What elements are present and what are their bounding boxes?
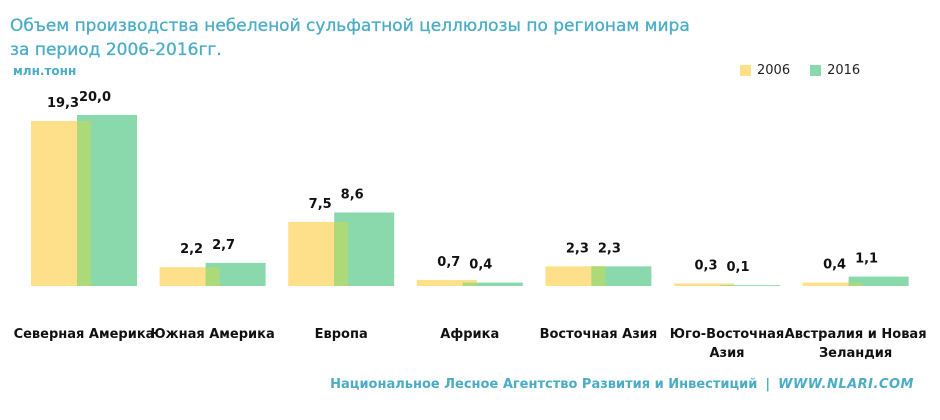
- legend-swatch-2006: [740, 65, 751, 76]
- footer-separator: |: [765, 377, 771, 392]
- category-label: Европа: [315, 327, 368, 342]
- legend-swatch-2016: [810, 65, 822, 76]
- data-label-2016: 1,1: [855, 252, 878, 267]
- data-label-2016: 0,4: [469, 258, 492, 273]
- category-label-line: Северная Америка: [14, 327, 155, 342]
- data-label-2006: 19,3: [47, 96, 79, 111]
- bar-overlap: [591, 266, 606, 286]
- bar-2006: [159, 267, 220, 286]
- category-label-line: Восточная Азия: [540, 327, 658, 342]
- footer-credit: Национальное Лесное Агентство Развития и…: [330, 377, 914, 392]
- footer-org: Национальное Лесное Агентство Развития и…: [330, 377, 758, 392]
- footer-site: WWW.NLARI.COM: [778, 377, 914, 392]
- category-label-line: Юго-Восточная: [670, 327, 784, 342]
- bar-overlap: [334, 221, 349, 286]
- bar-overlap: [462, 282, 477, 286]
- bar-overlap: [720, 285, 734, 286]
- category-label-line: Европа: [315, 327, 368, 342]
- bar-2016: [205, 262, 266, 286]
- category-label-line: Южная Америка: [150, 327, 274, 342]
- data-label-2006: 7,5: [309, 197, 332, 212]
- category-label: Восточная Азия: [540, 327, 658, 342]
- category-label-line: Австралия и Новая: [785, 327, 927, 342]
- legend-item-2016: 2016: [810, 63, 860, 78]
- legend-label-2006: 2006: [757, 63, 791, 78]
- bar-overlap: [77, 120, 91, 286]
- bar-2006: [545, 266, 606, 286]
- bar-overlap: [848, 282, 863, 286]
- data-label-2006: 0,3: [694, 258, 717, 273]
- bar-2016: [848, 276, 909, 286]
- legend-item-2006: 2006: [740, 63, 790, 78]
- data-label-2016: 20,0: [79, 90, 111, 105]
- data-label-2016: 2,3: [598, 241, 621, 256]
- bar-2016: [462, 282, 523, 286]
- data-label-2006: 2,2: [180, 242, 203, 257]
- category-label-line: Азия: [709, 346, 744, 361]
- bar-2016: [720, 285, 780, 286]
- legend-label-2016: 2016: [827, 63, 861, 78]
- data-label-2006: 0,4: [823, 258, 846, 273]
- data-label-2016: 2,7: [212, 238, 235, 253]
- bar-overlap: [205, 267, 220, 286]
- category-label-line: Зеландия: [819, 346, 892, 361]
- data-label-2006: 2,3: [566, 241, 589, 256]
- bar-2006: [802, 282, 863, 286]
- chart-title-line1: Объем производства небеленой сульфатной …: [10, 16, 690, 36]
- data-label-2016: 0,1: [726, 260, 749, 275]
- category-label: Юго-Восточная Азия: [670, 327, 784, 361]
- category-label: Северная Америка: [14, 327, 155, 342]
- category-label: Южная Америка: [150, 327, 274, 342]
- category-label: Африка: [440, 327, 499, 342]
- data-label-2016: 8,6: [341, 187, 364, 202]
- legend: 2006 2016: [740, 63, 860, 78]
- bar-2006: [416, 280, 477, 286]
- bar-2016: [591, 266, 652, 286]
- category-label: Австралия и Новая Зеландия: [785, 327, 927, 361]
- chart-title: Объем производства небеленой сульфатной …: [10, 14, 710, 62]
- bar-2006: [674, 283, 734, 286]
- unit-label: млн.тонн: [13, 64, 77, 78]
- data-label-2006: 0,7: [437, 255, 460, 270]
- chart-title-line2: за период 2006-2016гг.: [10, 40, 222, 60]
- category-label-line: Африка: [440, 327, 499, 342]
